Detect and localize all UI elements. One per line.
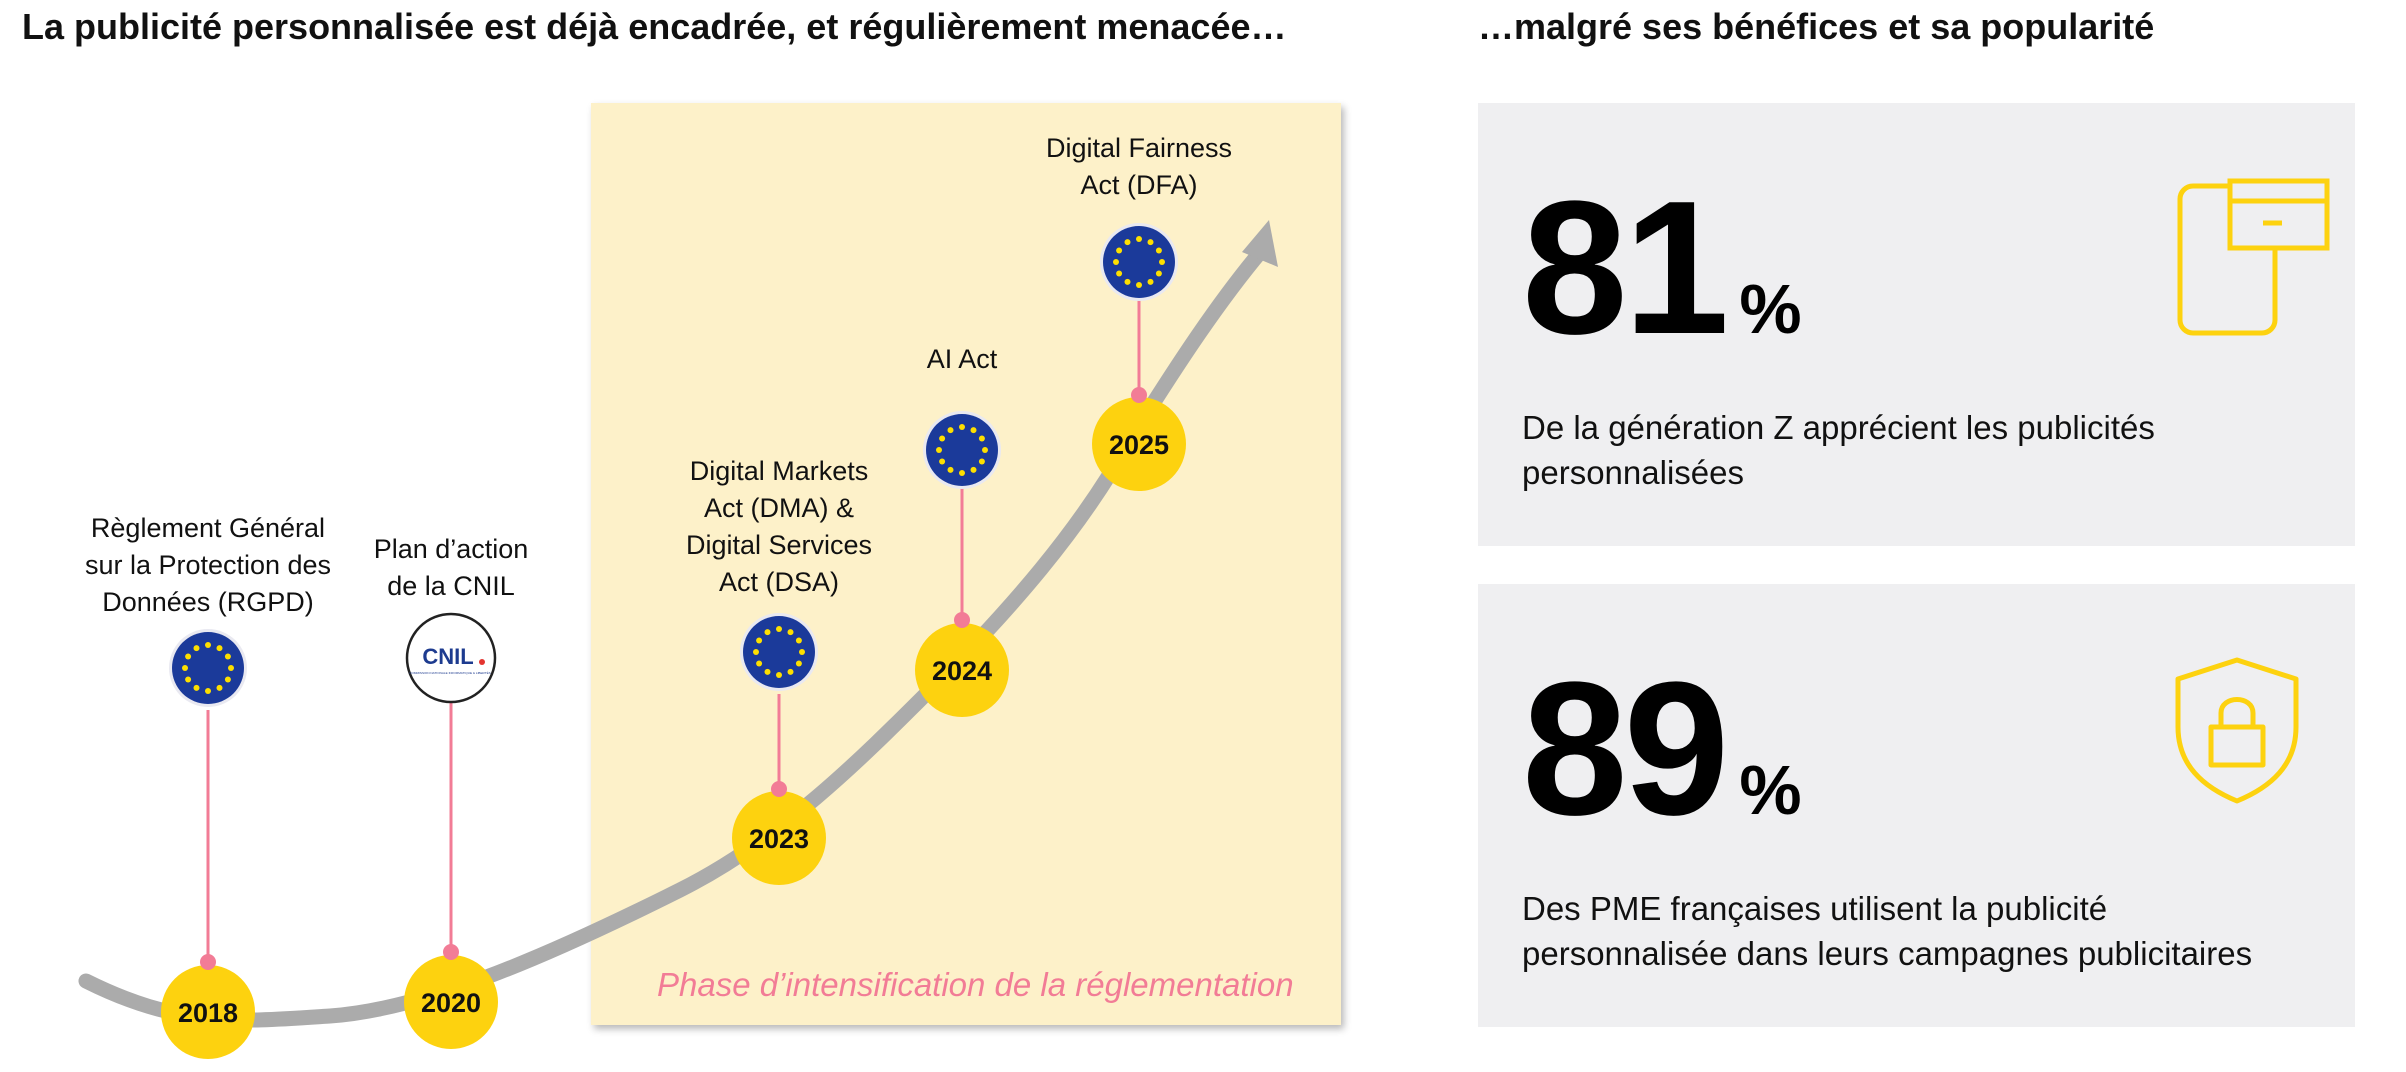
year-marker-2025	[1092, 397, 1186, 491]
shield-lock-icon	[2175, 657, 2299, 804]
connector-dot-2024	[954, 612, 970, 628]
connector-dot-2023	[771, 781, 787, 797]
timeline-curve	[78, 242, 1270, 1028]
stat-number-pme: 89%	[1522, 643, 1802, 855]
connector-dot-2020	[443, 944, 459, 960]
stat-card-gen-z: 81% De la génération Z apprécient les pu…	[1478, 103, 2355, 546]
milestone-label-cnil: Plan d’action de la CNIL	[373, 534, 529, 601]
stat-number-gen-z: 81%	[1522, 162, 1802, 374]
year-label-2025: 2025	[1108, 430, 1170, 460]
right-heading: …malgré ses bénéfices et sa popularité	[1478, 6, 2155, 47]
year-label-2020: 2020	[420, 988, 482, 1018]
stat-description-pme: Des PME françaises utilisent la publicit…	[1522, 890, 2253, 972]
eu-flag-icon	[740, 613, 818, 691]
milestone-label-ai-act: AI Act	[926, 344, 998, 374]
timeline-arrowhead	[1242, 220, 1278, 267]
milestone-label-dfa: Digital Fairness Act (DFA)	[1045, 133, 1233, 200]
timeline-diagram: CNIL COMMISSION NATIONALE INFORMATIQUE &…	[78, 220, 1278, 1059]
left-heading: La publicité personnalisée est déjà enca…	[22, 6, 1287, 47]
phase-label: Phase d’intensification de la réglementa…	[657, 966, 1294, 1003]
stat-card-pme: 89% Des PME françaises utilisent la publ…	[1478, 584, 2355, 1027]
milestone-label-dma-dsa: Digital Markets Act (DMA) & Digital Serv…	[685, 456, 873, 597]
cnil-logo: CNIL COMMISSION NATIONALE INFORMATIQUE &…	[405, 612, 497, 704]
devices-icon	[2177, 178, 2330, 336]
stat-description-gen-z: De la génération Z apprécient les public…	[1522, 409, 2155, 491]
year-label-2023: 2023	[748, 824, 810, 854]
eu-flag-icon	[169, 629, 247, 707]
year-marker-2023	[732, 791, 826, 885]
eu-flag-icon	[923, 411, 1001, 489]
year-label-2024: 2024	[931, 656, 993, 686]
milestone-label-rgpd: Règlement Général sur la Protection des …	[84, 513, 332, 617]
cnil-logo-text: CNIL	[422, 644, 473, 669]
connector-dot-2018	[200, 954, 216, 970]
year-marker-2020	[404, 955, 498, 1049]
year-marker-2024	[915, 623, 1009, 717]
year-label-2018: 2018	[177, 998, 239, 1028]
eu-flag-icon	[1100, 223, 1178, 301]
cnil-logo-subtext: COMMISSION NATIONALE INFORMATIQUE & LIBE…	[409, 670, 490, 675]
year-marker-2018	[161, 965, 255, 1059]
connector-dot-2025	[1131, 387, 1147, 403]
